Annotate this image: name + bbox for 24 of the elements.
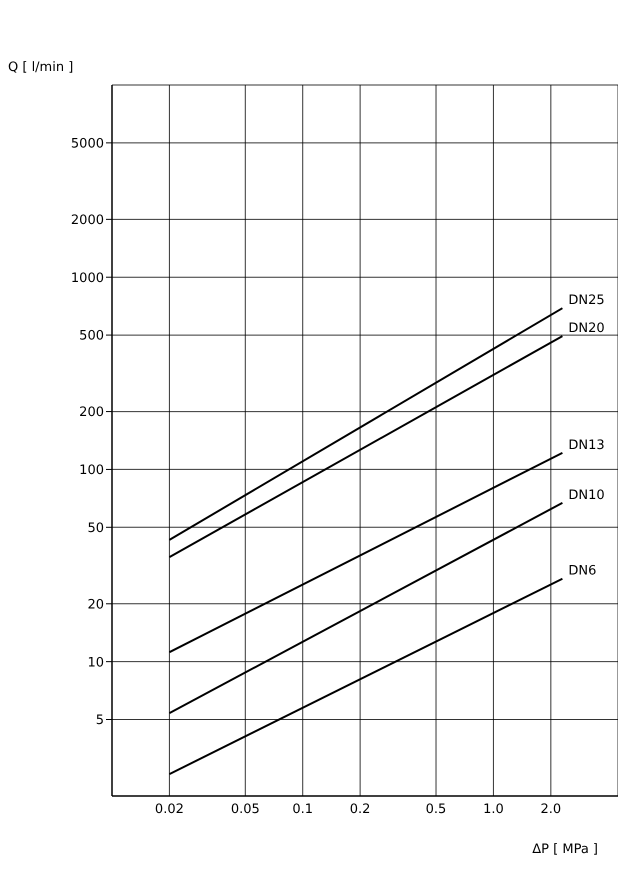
x-tick-label: 0.02 [154, 802, 184, 818]
x-tick-label: 1.0 [483, 802, 504, 818]
series-label: DN6 [568, 564, 596, 579]
y-tick-label: 10 [87, 655, 104, 670]
x-tick-label: 0.05 [230, 802, 260, 818]
series-label: DN10 [568, 488, 605, 503]
y-tick-label: 5 [96, 713, 104, 728]
x-tick-label: 2.0 [540, 802, 562, 818]
series-label: DN13 [568, 438, 605, 453]
series-label: DN25 [568, 293, 605, 308]
y-tick-label: 5000 [70, 136, 104, 152]
series-label: DN20 [568, 321, 605, 336]
y-tick-label: 100 [79, 463, 104, 478]
x-tick-label: 0.1 [292, 802, 314, 818]
y-tick-label: 200 [79, 405, 104, 420]
x-tick-label: 0.5 [426, 802, 446, 818]
y-tick-label: 50 [87, 520, 104, 536]
y-tick-label: 20 [87, 597, 104, 612]
y-tick-label: 1000 [70, 270, 104, 286]
y-axis-title: Q [ l/min ] [8, 60, 74, 75]
x-tick-label: 0.2 [350, 802, 370, 818]
x-axis-title: ΔP [ MPa ] [532, 842, 598, 857]
y-tick-label: 500 [79, 328, 104, 344]
y-tick-label: 2000 [70, 212, 104, 228]
